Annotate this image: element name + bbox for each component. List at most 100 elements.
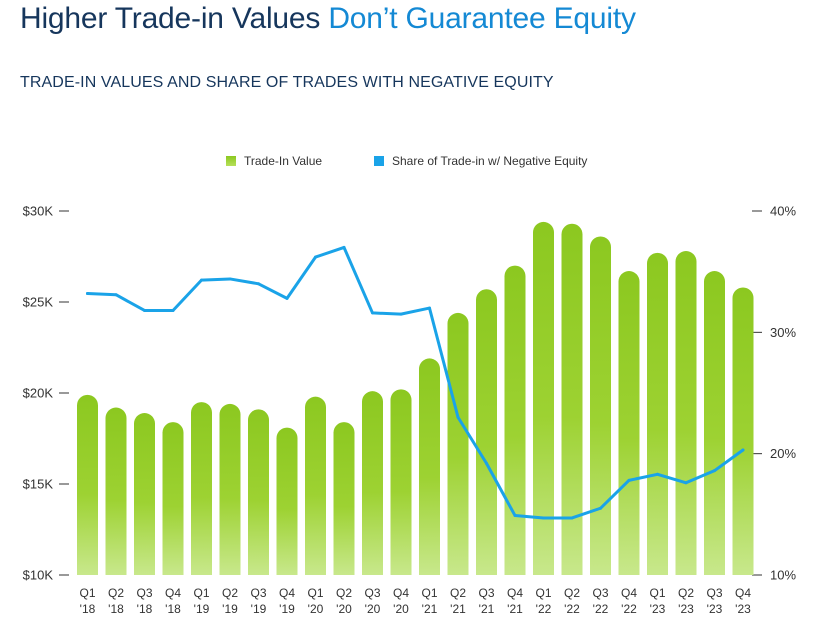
legend-swatch-negative-equity xyxy=(374,156,384,166)
x-axis-year-label: '21 xyxy=(450,602,466,616)
legend-swatch-trade-in-value xyxy=(226,156,236,166)
bar-trade-in-value xyxy=(390,389,412,575)
negative-equity-point xyxy=(428,306,431,310)
chart-legend: Trade-In Value Share of Trade-in w/ Nega… xyxy=(0,154,813,172)
x-axis-quarter-label: Q2 xyxy=(564,586,580,600)
line-series-negative-equity xyxy=(86,245,745,520)
x-axis-year-label: '18 xyxy=(137,602,153,616)
x-axis-year-label: '19 xyxy=(222,602,238,616)
title-part-accent: Don’t Guarantee Equity xyxy=(328,2,636,35)
bar-trade-in-value xyxy=(732,287,754,575)
left-axis-tick-label: $15K xyxy=(23,477,54,492)
x-axis-quarter-label: Q2 xyxy=(108,586,124,600)
x-axis-year-label: '22 xyxy=(621,602,637,616)
left-y-axis: $10K $15K $20K $25K $30K xyxy=(23,204,69,583)
negative-equity-point xyxy=(200,278,203,282)
x-axis-quarter-label: Q4 xyxy=(279,586,295,600)
legend-item-negative-equity: Share of Trade-in w/ Negative Equity xyxy=(374,154,587,168)
x-axis-quarter-label: Q3 xyxy=(136,586,152,600)
negative-equity-point xyxy=(86,292,89,296)
bar-trade-in-value xyxy=(533,221,554,575)
bar-trade-in-value xyxy=(162,422,184,575)
x-axis-year-label: '19 xyxy=(194,602,210,616)
title-part-dark: Higher Trade-in Values xyxy=(20,2,329,35)
negative-equity-point xyxy=(371,311,374,315)
x-axis-quarter-label: Q1 xyxy=(79,586,95,600)
page-title: Higher Trade-in Values Don’t Guarantee E… xyxy=(20,2,636,36)
x-axis-quarter-label: Q4 xyxy=(507,586,523,600)
x-axis-year-label: '20 xyxy=(365,602,381,616)
x-axis-quarter-label: Q1 xyxy=(535,586,551,600)
x-axis-year-label: '21 xyxy=(507,602,523,616)
bar-trade-in-value xyxy=(134,413,155,575)
x-axis-year-label: '22 xyxy=(536,602,552,616)
legend-item-trade-in-value: Trade-In Value xyxy=(226,154,322,168)
right-axis-tick-label: 30% xyxy=(770,325,796,340)
x-axis-quarter-label: Q4 xyxy=(621,586,637,600)
left-axis-tick-label: $10K xyxy=(23,568,54,583)
x-axis-year-label: '20 xyxy=(393,602,409,616)
negative-equity-point xyxy=(713,469,716,473)
x-axis-year-label: '21 xyxy=(422,602,438,616)
chart-subtitle: TRADE-IN VALUES AND SHARE OF TRADES WITH… xyxy=(20,74,554,91)
right-y-axis: 10% 20% 30% 40% xyxy=(752,204,796,583)
bar-trade-in-value xyxy=(590,236,611,576)
x-axis-year-label: '20 xyxy=(336,602,352,616)
x-axis-year-label: '23 xyxy=(707,602,723,616)
negative-equity-point xyxy=(342,245,346,249)
x-axis-year-label: '19 xyxy=(279,602,295,616)
negative-equity-point xyxy=(228,277,232,281)
x-axis-quarter-label: Q2 xyxy=(678,586,694,600)
bar-trade-in-value xyxy=(362,391,383,575)
negative-equity-point xyxy=(741,448,745,452)
negative-equity-point xyxy=(599,506,602,510)
x-axis-year-label: '23 xyxy=(650,602,666,616)
x-axis-year-label: '23 xyxy=(735,602,751,616)
x-axis-quarter-label: Q3 xyxy=(592,586,608,600)
x-axis-quarter-label: Q1 xyxy=(307,586,323,600)
bar-trade-in-value xyxy=(105,407,127,575)
bar-trade-in-value xyxy=(504,265,526,575)
x-axis-quarter-label: Q3 xyxy=(478,586,494,600)
x-axis-quarter-label: Q3 xyxy=(364,586,380,600)
bar-trade-in-value xyxy=(77,394,98,575)
x-axis-year-label: '21 xyxy=(479,602,495,616)
x-axis-quarter-label: Q1 xyxy=(649,586,665,600)
x-axis-quarter-label: Q2 xyxy=(450,586,466,600)
x-axis-labels: Q1 '18 Q2 '18 Q3 '18 Q4 '18 Q1 '19 Q2 '19 Q3 '19 Q4 '19… xyxy=(79,586,751,616)
bar-trade-in-value xyxy=(647,252,668,575)
x-axis-quarter-label: Q1 xyxy=(193,586,209,600)
bar-trade-in-value xyxy=(618,271,640,575)
x-axis-quarter-label: Q2 xyxy=(336,586,352,600)
negative-equity-point xyxy=(513,514,517,518)
bar-trade-in-value xyxy=(333,422,355,575)
negative-equity-point xyxy=(485,461,488,465)
bar-trade-in-value xyxy=(561,223,583,575)
bar-trade-in-value xyxy=(675,251,697,575)
left-axis-tick-label: $30K xyxy=(23,204,54,219)
left-axis-tick-label: $20K xyxy=(23,386,54,401)
x-axis-quarter-label: Q4 xyxy=(735,586,751,600)
x-axis-quarter-label: Q2 xyxy=(222,586,238,600)
bar-trade-in-value xyxy=(276,427,298,575)
negative-equity-point xyxy=(656,472,659,476)
negative-equity-point xyxy=(285,296,289,300)
negative-equity-point xyxy=(114,293,118,297)
x-axis-year-label: '22 xyxy=(564,602,580,616)
x-axis-year-label: '20 xyxy=(308,602,324,616)
x-axis-quarter-label: Q4 xyxy=(165,586,181,600)
x-axis-quarter-label: Q1 xyxy=(421,586,437,600)
right-axis-tick-label: 20% xyxy=(770,446,796,461)
bar-trade-in-value xyxy=(248,409,269,575)
legend-label-negative-equity: Share of Trade-in w/ Negative Equity xyxy=(392,154,588,168)
right-axis-tick-label: 40% xyxy=(770,204,796,219)
x-axis-year-label: '18 xyxy=(108,602,124,616)
bar-trade-in-value xyxy=(219,403,241,575)
bar-trade-in-value xyxy=(704,271,725,575)
x-axis-year-label: '18 xyxy=(165,602,181,616)
bar-trade-in-value xyxy=(305,396,326,575)
right-axis-tick-label: 10% xyxy=(770,568,796,583)
bar-trade-in-value xyxy=(476,289,497,575)
legend-label-trade-in-value: Trade-In Value xyxy=(244,154,323,168)
